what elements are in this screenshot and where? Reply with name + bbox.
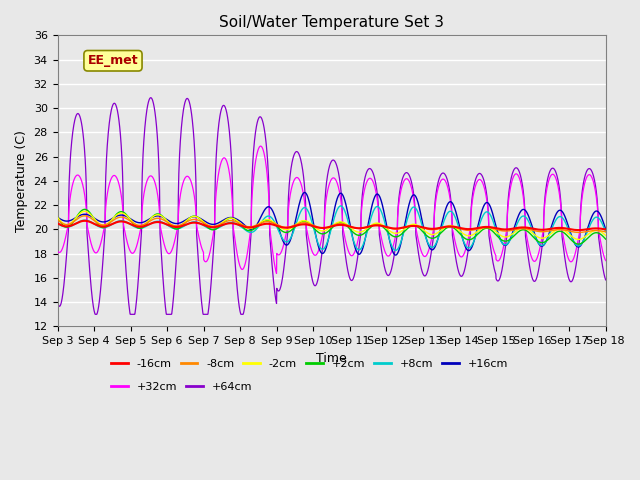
Title: Soil/Water Temperature Set 3: Soil/Water Temperature Set 3: [219, 15, 444, 30]
X-axis label: Time: Time: [316, 352, 347, 365]
Legend: +32cm, +64cm: +32cm, +64cm: [107, 378, 257, 396]
Text: EE_met: EE_met: [88, 54, 138, 67]
Y-axis label: Temperature (C): Temperature (C): [15, 130, 28, 232]
